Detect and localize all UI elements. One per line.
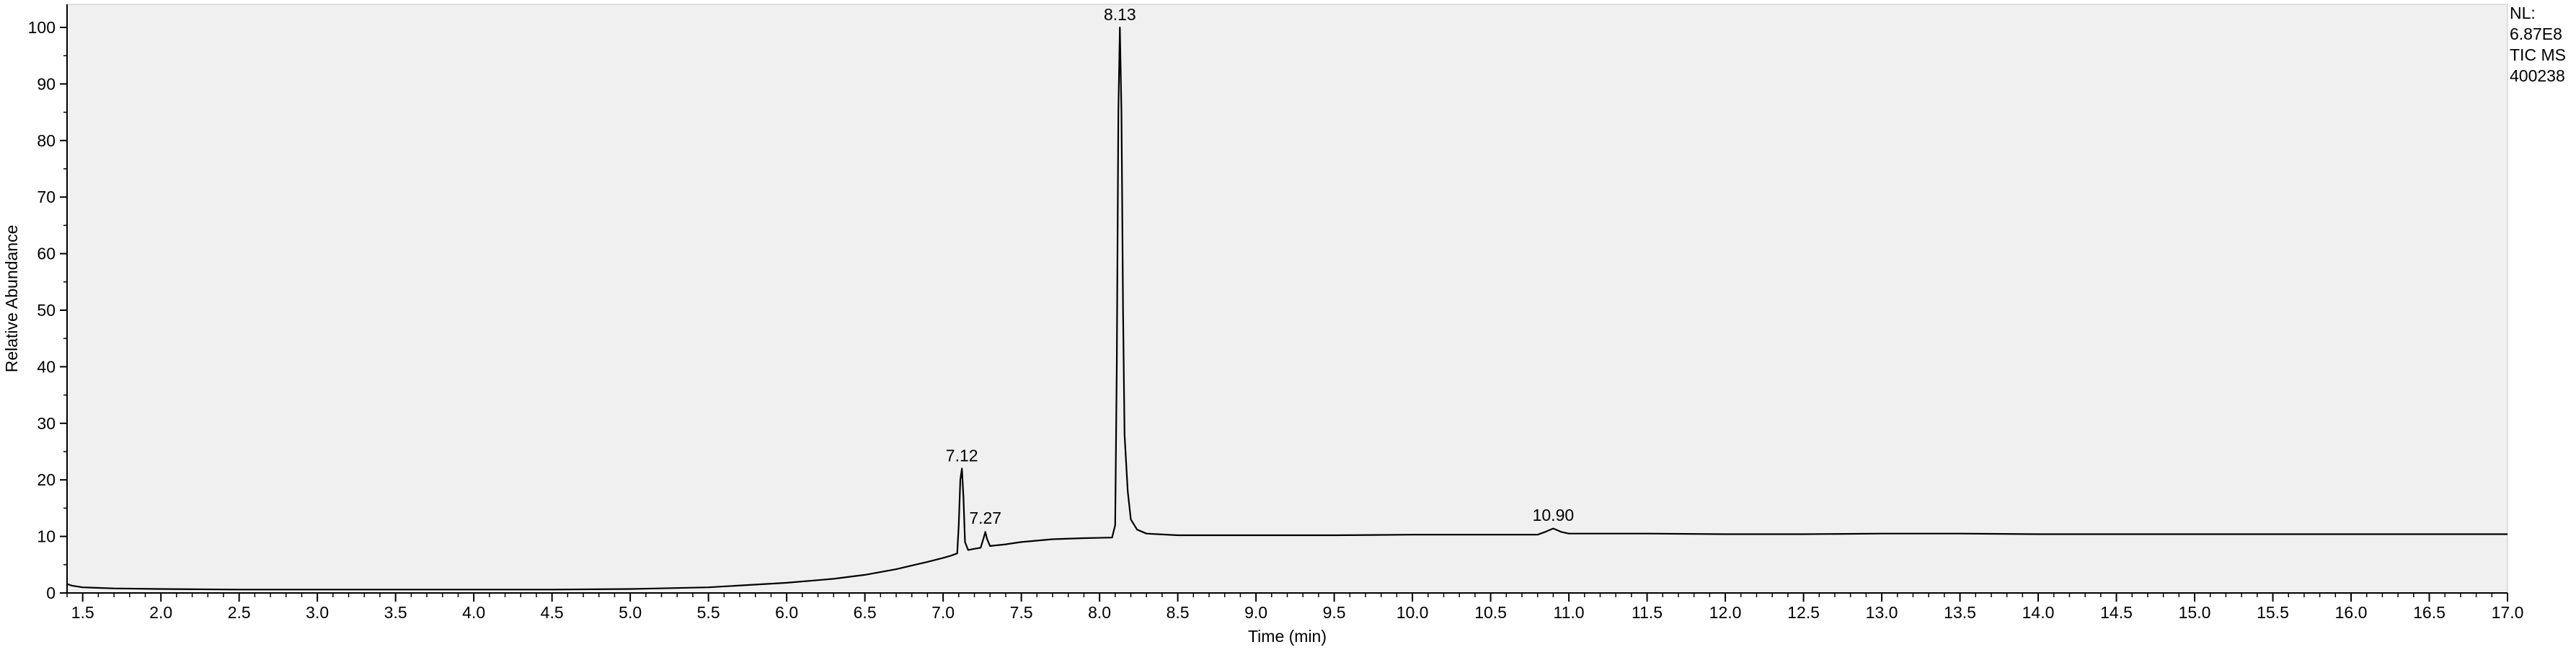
- sample-id: 400238: [2510, 66, 2565, 85]
- peak-label: 10.90: [1533, 506, 1575, 524]
- y-tick-label: 50: [37, 301, 56, 320]
- y-tick-label: 10: [37, 527, 56, 546]
- x-tick-label: 11.5: [1632, 603, 1663, 622]
- x-tick-label: 7.0: [931, 603, 955, 622]
- x-tick-label: 9.5: [1323, 603, 1346, 622]
- x-tick-label: 15.5: [2257, 603, 2289, 622]
- tic-trace-line: [66, 26, 2508, 591]
- x-tick-label: 6.0: [775, 603, 798, 622]
- x-tick-label: 9.0: [1244, 603, 1267, 622]
- x-tick-label: 13.0: [1866, 603, 1898, 622]
- x-tick-label: 11.0: [1554, 603, 1585, 622]
- plot-area: [66, 4, 2508, 594]
- y-tick-label: 80: [37, 131, 56, 150]
- x-tick-label: 15.0: [2179, 603, 2211, 622]
- x-tick-label: 14.5: [2100, 603, 2133, 622]
- x-tick-label: 5.0: [619, 603, 642, 622]
- scan-filter-label: TIC MS: [2510, 45, 2566, 64]
- x-ticks: 1.5 2.0 2.5 3.0 3.5 4.0 4.5 5.0 5.5 6.0 6.5 7.0 7.5 8…: [66, 593, 2524, 622]
- x-tick-label: 7.5: [1010, 603, 1033, 622]
- x-tick-label: 2.0: [149, 603, 172, 622]
- y-tick-label: 90: [37, 74, 56, 93]
- normalization-value: 6.87E8: [2510, 25, 2562, 43]
- x-tick-label: 13.5: [1944, 603, 1976, 622]
- y-tick-label: 30: [37, 414, 56, 433]
- x-tick-label: 8.5: [1167, 603, 1190, 622]
- x-tick-label: 10.5: [1474, 603, 1507, 622]
- y-tick-label: 40: [37, 357, 56, 376]
- x-tick-label: 1.5: [71, 603, 94, 622]
- x-tick-label: 4.5: [541, 603, 564, 622]
- x-tick-label: 4.0: [462, 603, 485, 622]
- x-tick-label: 3.5: [384, 603, 407, 622]
- peak-label: 8.13: [1104, 5, 1136, 24]
- peak-label: 7.12: [946, 447, 978, 465]
- y-tick-label: 20: [37, 470, 56, 489]
- y-ticks: 0 10 20 30 40 50 60 70 80 90 100: [28, 18, 67, 602]
- y-tick-label: 60: [37, 245, 56, 263]
- y-axis-label: Relative Abundance: [2, 225, 21, 373]
- x-tick-label: 16.5: [2413, 603, 2446, 622]
- x-tick-label: 10.0: [1397, 603, 1429, 622]
- x-tick-label: 14.0: [2022, 603, 2055, 622]
- peak-label: 7.27: [969, 509, 1001, 527]
- x-axis-label: Time (min): [1248, 627, 1327, 646]
- x-tick-label: 8.0: [1088, 603, 1111, 622]
- x-tick-label: 16.0: [2335, 603, 2368, 622]
- y-tick-label: 100: [28, 18, 56, 37]
- y-tick-label: 0: [46, 584, 56, 602]
- y-tick-label: 70: [37, 188, 56, 206]
- x-tick-label: 12.0: [1709, 603, 1742, 622]
- x-tick-label: 2.5: [228, 603, 251, 622]
- x-tick-label: 17.0: [2492, 603, 2524, 622]
- normalization-label: NL:: [2510, 4, 2536, 22]
- x-tick-label: 3.0: [306, 603, 329, 622]
- x-tick-label: 12.5: [1787, 603, 1820, 622]
- peak-labels: 7.12 7.27 8.13 10.90: [946, 5, 1574, 527]
- x-tick-label: 5.5: [697, 603, 720, 622]
- x-tick-label: 6.5: [854, 603, 877, 622]
